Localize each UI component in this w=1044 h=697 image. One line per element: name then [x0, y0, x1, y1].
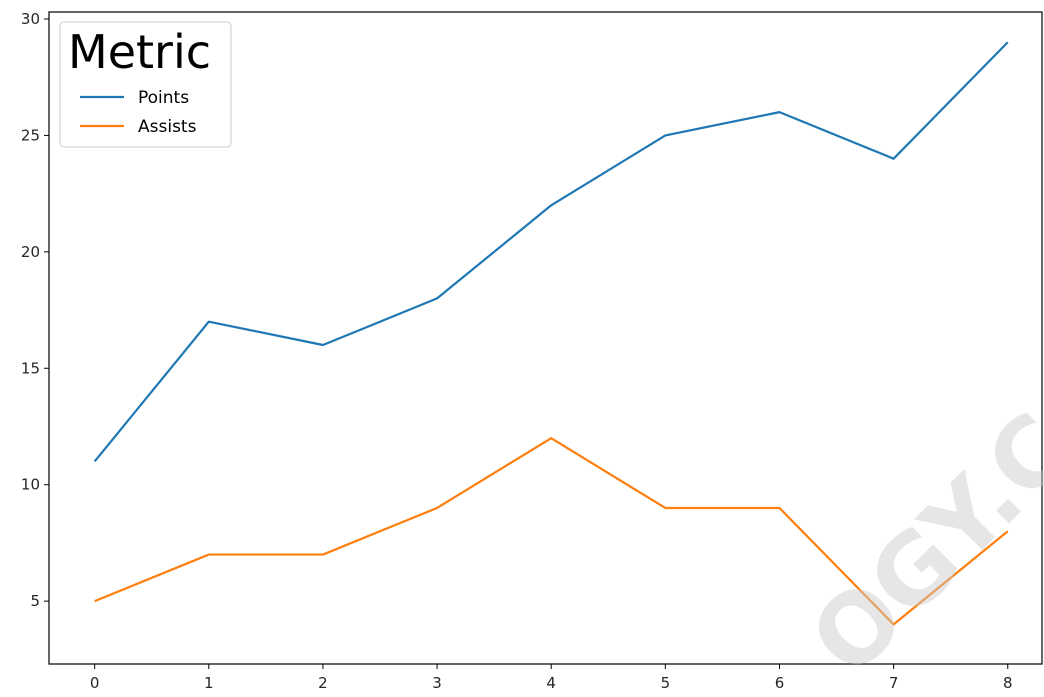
y-tick-label: 20 — [21, 243, 40, 261]
y-tick-label: 5 — [30, 592, 40, 610]
y-tick-label: 30 — [21, 10, 40, 28]
x-tick-label: 1 — [204, 674, 214, 692]
x-axis: 0 1 2 3 4 5 6 7 8 — [90, 664, 1013, 692]
legend-label-assists: Assists — [138, 117, 197, 137]
legend-label-points: Points — [138, 88, 189, 108]
x-tick-label: 5 — [661, 674, 671, 692]
x-tick-label: 7 — [889, 674, 899, 692]
x-tick-label: 6 — [775, 674, 785, 692]
x-tick-label: 4 — [546, 674, 556, 692]
x-tick-label: 3 — [432, 674, 442, 692]
series-line-assists — [94, 437, 1009, 626]
y-tick-label: 25 — [21, 126, 40, 144]
series-group — [93, 41, 1009, 626]
x-tick-label: 2 — [318, 674, 328, 692]
y-axis: 5 10 15 20 25 30 — [21, 10, 49, 610]
y-tick-label: 10 — [21, 476, 40, 494]
legend: Metric Points Assists — [59, 21, 232, 148]
x-tick-label: 0 — [90, 674, 100, 692]
y-tick-label: 15 — [21, 359, 40, 377]
legend-box — [59, 21, 232, 148]
legend-title: Metric — [68, 25, 211, 79]
series-line-points — [93, 41, 1009, 463]
x-tick-label: 8 — [1003, 674, 1013, 692]
